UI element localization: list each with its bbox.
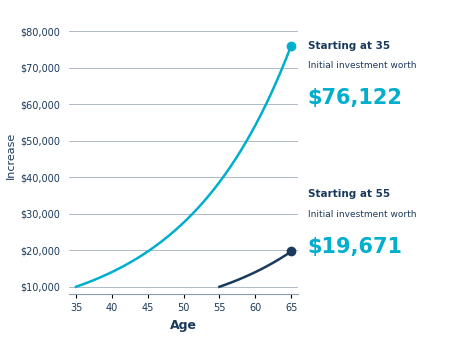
Text: Starting at 55: Starting at 55 [308, 189, 390, 199]
Text: Starting at 35: Starting at 35 [308, 41, 390, 51]
X-axis label: Age: Age [170, 319, 197, 332]
Text: $19,671: $19,671 [308, 237, 403, 257]
Text: Initial investment worth: Initial investment worth [308, 61, 416, 70]
Text: Initial investment worth: Initial investment worth [308, 210, 416, 219]
Text: $76,122: $76,122 [308, 88, 403, 108]
Y-axis label: Increase: Increase [6, 132, 16, 179]
